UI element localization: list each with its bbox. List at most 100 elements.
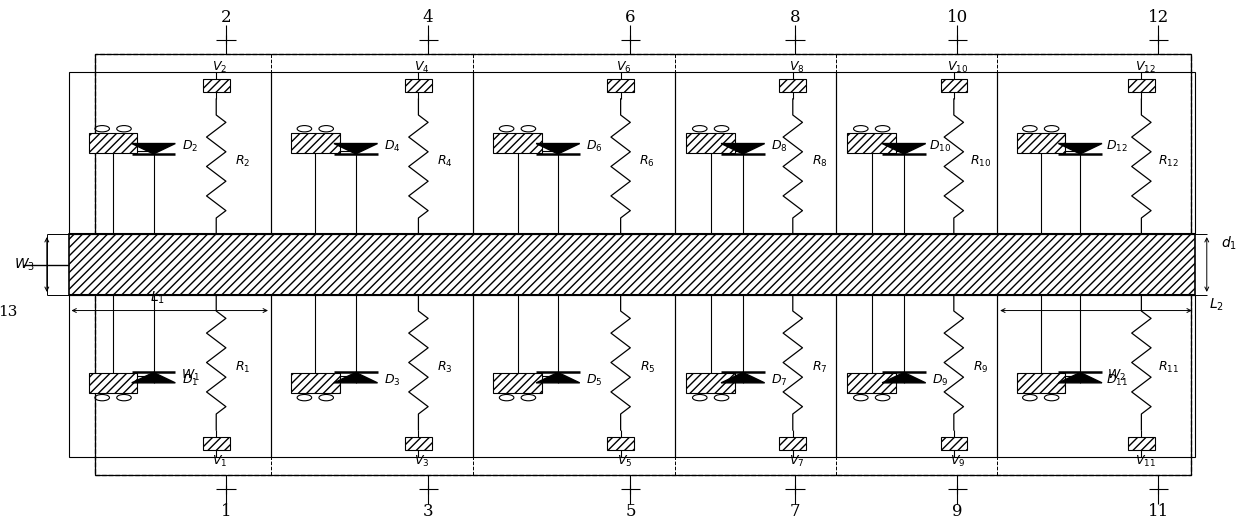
Bar (836, 72, 997, 234)
Bar (291, 373, 339, 393)
Polygon shape (335, 143, 378, 154)
Text: $R_{1}$: $R_{1}$ (235, 360, 250, 375)
Text: $V_{11}$: $V_{11}$ (1135, 454, 1156, 469)
Bar (847, 133, 896, 153)
Text: $V_{4}$: $V_{4}$ (414, 60, 430, 75)
Polygon shape (882, 372, 926, 383)
Text: $R_{11}$: $R_{11}$ (1157, 360, 1178, 375)
Bar (89, 373, 138, 393)
Bar (95, 54, 1191, 475)
Text: $d_1$: $d_1$ (1220, 235, 1237, 252)
Text: $V_{3}$: $V_{3}$ (414, 454, 430, 469)
Text: 10: 10 (947, 8, 968, 26)
Bar (675, 72, 836, 234)
Text: $R_{7}$: $R_{7}$ (812, 360, 828, 375)
Text: 9: 9 (952, 503, 963, 521)
Text: 11: 11 (1147, 503, 1168, 521)
Bar (493, 373, 541, 393)
Bar (940, 79, 968, 93)
Bar (847, 373, 896, 393)
Text: $V_{6}$: $V_{6}$ (617, 60, 632, 75)
Bar (607, 436, 634, 450)
Bar (473, 295, 675, 457)
Polygon shape (721, 143, 764, 154)
Polygon shape (335, 372, 378, 383)
Bar (291, 133, 339, 153)
Bar (675, 295, 836, 457)
Text: $V_{8}$: $V_{8}$ (789, 60, 804, 75)
Bar (473, 72, 675, 234)
Bar (493, 133, 541, 153)
Text: $R_{10}$: $R_{10}$ (970, 154, 991, 169)
Text: 1: 1 (221, 503, 232, 521)
Polygon shape (1058, 143, 1101, 154)
Text: 4: 4 (422, 8, 434, 26)
Bar (779, 436, 807, 450)
Polygon shape (882, 143, 926, 154)
Text: $D_{10}$: $D_{10}$ (929, 139, 952, 153)
Bar (997, 295, 1194, 457)
Text: $V_{5}$: $V_{5}$ (617, 454, 632, 469)
Text: $L_2$: $L_2$ (1209, 297, 1224, 314)
Text: $V_{1}$: $V_{1}$ (212, 454, 228, 469)
Text: 12: 12 (1147, 8, 1168, 26)
Text: $R_{3}$: $R_{3}$ (437, 360, 452, 375)
Text: $W_3$: $W_3$ (15, 256, 36, 273)
Text: $W_2$: $W_2$ (1108, 368, 1126, 382)
Text: $D_{9}$: $D_{9}$ (932, 373, 949, 388)
Bar (940, 436, 968, 450)
Bar (95, 54, 1191, 475)
Bar (1016, 373, 1066, 393)
Text: $D_{5}$: $D_{5}$ (586, 373, 602, 388)
Text: $D_{6}$: $D_{6}$ (586, 139, 602, 153)
Text: $R_{2}$: $R_{2}$ (235, 154, 250, 169)
Text: $V_{9}$: $V_{9}$ (950, 454, 965, 469)
Bar (1127, 436, 1155, 450)
Bar (686, 133, 735, 153)
Text: $R_{5}$: $R_{5}$ (639, 360, 655, 375)
Text: 5: 5 (626, 503, 636, 521)
Bar (68, 234, 1194, 295)
Text: $W_1$: $W_1$ (181, 368, 201, 382)
Text: 13: 13 (0, 305, 17, 319)
Text: $D_{4}$: $D_{4}$ (384, 139, 400, 153)
Text: $V_{10}$: $V_{10}$ (947, 60, 968, 75)
Text: 7: 7 (789, 503, 800, 521)
Text: 8: 8 (789, 8, 800, 26)
Text: 3: 3 (422, 503, 434, 521)
Text: $D_{8}$: $D_{8}$ (771, 139, 788, 153)
Bar (779, 79, 807, 93)
Bar (1127, 79, 1155, 93)
Text: $R_{6}$: $R_{6}$ (639, 154, 655, 169)
Bar (203, 436, 229, 450)
Polygon shape (536, 372, 580, 383)
Bar (203, 79, 229, 93)
Bar (997, 72, 1194, 234)
Polygon shape (131, 143, 176, 154)
Bar (405, 79, 431, 93)
Text: $V_{2}$: $V_{2}$ (212, 60, 228, 75)
Text: $V_{12}$: $V_{12}$ (1135, 60, 1156, 75)
Text: $L_1$: $L_1$ (150, 289, 165, 306)
Bar (271, 295, 473, 457)
Polygon shape (721, 372, 764, 383)
Bar (1016, 133, 1066, 153)
Text: $D_{11}$: $D_{11}$ (1105, 373, 1127, 388)
Text: $R_{9}$: $R_{9}$ (973, 360, 989, 375)
Text: 6: 6 (626, 8, 636, 26)
Text: $D_{3}$: $D_{3}$ (384, 373, 400, 388)
Bar (607, 79, 634, 93)
Text: 2: 2 (221, 8, 232, 26)
Polygon shape (131, 372, 176, 383)
Bar (836, 295, 997, 457)
Polygon shape (536, 143, 580, 154)
Bar (686, 373, 735, 393)
Bar (68, 295, 271, 457)
Text: $D_{12}$: $D_{12}$ (1105, 139, 1127, 153)
Bar (405, 436, 431, 450)
Text: $R_{8}$: $R_{8}$ (812, 154, 828, 169)
Text: $V_{7}$: $V_{7}$ (789, 454, 804, 469)
Text: $D_{2}$: $D_{2}$ (182, 139, 198, 153)
Text: $R_{4}$: $R_{4}$ (437, 154, 453, 169)
Polygon shape (1058, 372, 1101, 383)
